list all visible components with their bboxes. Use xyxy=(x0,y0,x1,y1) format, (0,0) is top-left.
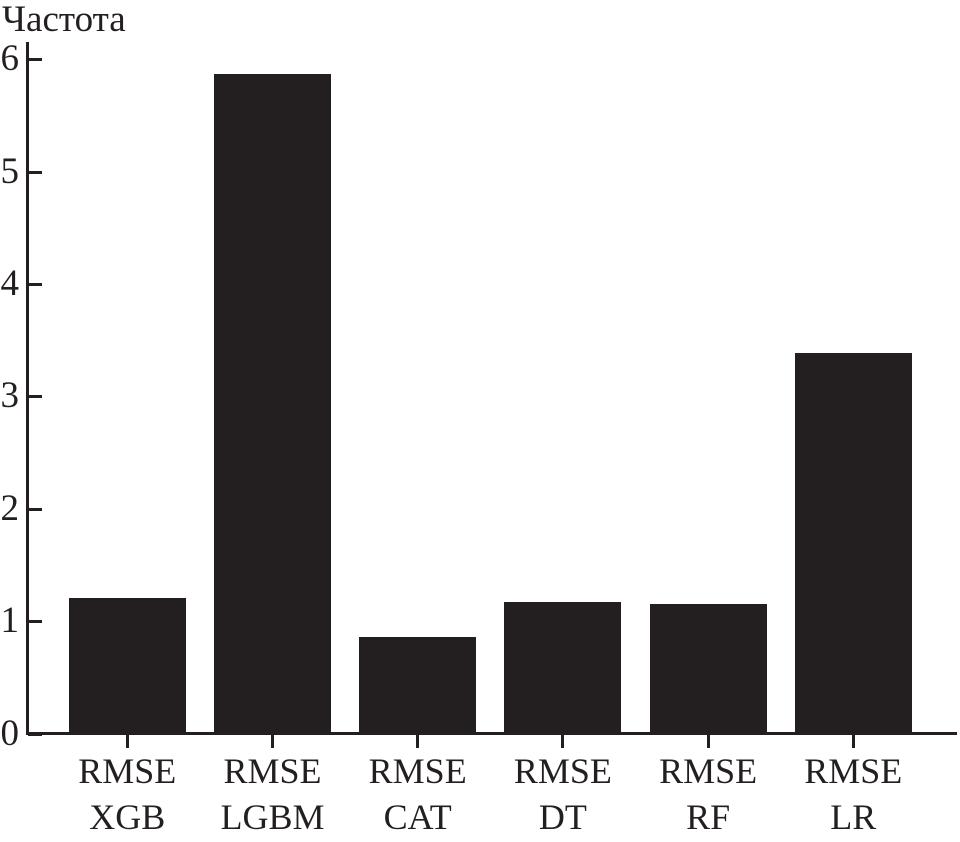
y-tick-label-2: 2 xyxy=(0,487,20,529)
y-tick-mark-2 xyxy=(28,507,42,511)
x-tick-mark-lr xyxy=(851,735,855,748)
x-tick-label-line1: RMSE xyxy=(78,751,177,791)
x-tick-mark-lgbm xyxy=(271,735,274,748)
bar-lr xyxy=(794,352,912,735)
x-tick-label-line2: CAT xyxy=(383,797,452,837)
x-tick-label-line1: RMSE xyxy=(368,751,467,791)
x-tick-label-dt: RMSE DT xyxy=(488,748,638,840)
y-axis-title: Частота xyxy=(2,0,126,40)
x-tick-label-lgbm: RMSE LGBM xyxy=(198,748,348,840)
bar-xgb xyxy=(68,597,186,735)
y-tick-label-6: 6 xyxy=(0,38,20,80)
y-axis-line xyxy=(26,42,29,735)
x-tick-mark-dt xyxy=(561,735,565,748)
y-tick-label-5: 5 xyxy=(0,150,20,192)
x-tick-label-line2: DT xyxy=(538,797,587,837)
x-tick-label-line1: RMSE xyxy=(513,751,612,791)
y-tick-mark-0 xyxy=(28,732,42,736)
y-tick-mark-6 xyxy=(28,58,42,62)
bar-lgbm xyxy=(214,74,331,735)
x-axis-line xyxy=(26,732,957,735)
y-tick-mark-3 xyxy=(28,395,42,399)
x-tick-label-line2: RF xyxy=(686,797,731,837)
bar-rf xyxy=(649,603,767,735)
y-tick-label-4: 4 xyxy=(0,263,20,304)
x-tick-label-lr: RMSE LR xyxy=(778,748,928,840)
x-tick-label-line1: RMSE xyxy=(659,751,758,791)
x-tick-label-cat: RMSE CAT xyxy=(343,748,493,840)
x-tick-mark-xgb xyxy=(125,735,129,748)
x-tick-label-line1: RMSE xyxy=(804,751,903,791)
x-tick-label-line2: LR xyxy=(830,797,877,837)
x-tick-label-line2: LGBM xyxy=(220,797,325,837)
y-tick-mark-1 xyxy=(28,620,42,624)
y-tick-label-1: 1 xyxy=(0,600,20,642)
x-tick-mark-rf xyxy=(706,735,710,748)
bar-cat xyxy=(359,637,477,735)
x-tick-label-rf: RMSE RF xyxy=(633,748,783,840)
y-tick-label-0: 0 xyxy=(0,712,20,754)
y-tick-mark-4 xyxy=(28,282,42,286)
x-tick-label-xgb: RMSE XGB xyxy=(52,748,202,840)
x-tick-mark-cat xyxy=(416,735,420,748)
x-tick-label-line1: RMSE xyxy=(223,751,322,791)
y-tick-mark-5 xyxy=(28,170,42,174)
x-tick-label-line2: XGB xyxy=(89,797,166,837)
y-tick-label-3: 3 xyxy=(0,375,20,417)
bar-dt xyxy=(504,602,622,735)
